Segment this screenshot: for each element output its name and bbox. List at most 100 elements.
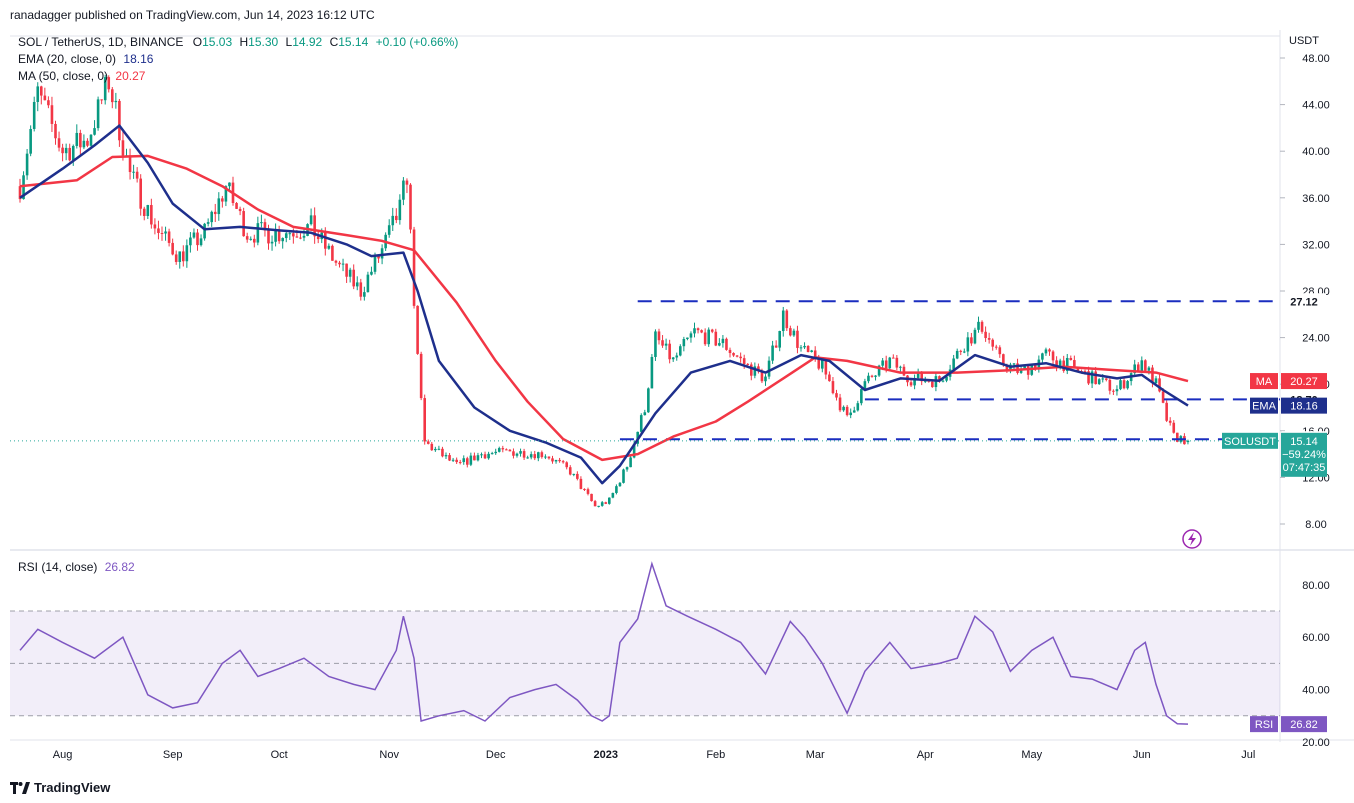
time-tick-label: Jul [1241,749,1255,761]
candle [1055,356,1058,372]
candle [501,445,505,453]
candlestick-series [18,74,1190,508]
candle [260,214,263,228]
candle [852,406,856,413]
candle [654,329,657,361]
candle [96,96,100,131]
time-tick-label: Oct [271,749,288,761]
candle [203,222,206,241]
candle [192,228,196,239]
ema-legend-value: 18.16 [123,52,154,66]
lightning-icon[interactable] [1182,529,1202,549]
candle [984,326,987,342]
time-tick-label: Jun [1133,749,1151,761]
candle [455,457,458,464]
candle [284,230,288,243]
symbol-title[interactable]: SOL / TetherUS, 1D, BINANCE [18,35,184,49]
candle [221,195,224,208]
candle [789,325,792,337]
candle [497,446,501,453]
candle [774,340,778,348]
candle [25,148,29,180]
price-badge-change: −59.24% [1282,449,1326,461]
candle [160,226,164,241]
candle [725,337,728,351]
ema-badge[interactable]: EMA 18.16 [1250,397,1327,414]
currency-label: USDT [1289,35,1319,47]
candle [870,374,874,378]
candle [1048,348,1051,356]
candle [355,276,359,291]
time-tick-label: Mar [806,749,825,761]
candle [1041,352,1044,363]
candle [586,487,590,496]
rsi-legend[interactable]: RSI (14, close) 26.82 [18,560,135,574]
candle [966,332,970,357]
rsi-tick-label: 40.00 [1302,685,1330,697]
candle [68,143,71,162]
candle [721,335,725,348]
candle [327,243,331,250]
candle [625,466,629,472]
candle [842,405,845,412]
candle [955,348,959,360]
candle [537,451,540,462]
candle [970,332,973,346]
candle [132,164,135,179]
candle [611,492,615,499]
moving-average-lines [10,124,1280,485]
candle [316,230,320,244]
candle [64,143,68,161]
candle [89,134,93,148]
tradingview-footer[interactable]: TradingView [10,780,110,795]
candle [313,207,316,244]
candle [682,336,686,352]
price-tick-label: 32.00 [1302,239,1330,251]
candle [980,320,984,334]
candle [959,349,963,356]
candle [199,234,203,247]
candle [253,234,256,248]
candle [249,236,253,241]
candle [895,355,899,371]
candle [515,452,519,458]
rsi-tick-label: 80.00 [1302,580,1330,592]
price-tick-label: 36.00 [1302,193,1330,205]
candle [1144,359,1147,372]
candle [338,260,341,268]
candle [444,452,448,459]
candle [856,400,860,412]
candle [874,375,877,381]
ema-legend[interactable]: EMA (20, close, 0) 18.16 [18,52,153,66]
ma-legend-value: 20.27 [115,69,146,83]
candle [529,451,533,460]
candle [483,451,487,460]
candle [657,328,661,345]
candle [1062,355,1065,373]
price-tick-label: 48.00 [1302,53,1330,65]
candle [615,484,618,495]
price-tick-label: 40.00 [1302,146,1330,158]
candle [661,335,664,348]
ma-legend[interactable]: MA (50, close, 0) 20.27 [18,69,145,83]
candle [675,352,679,361]
candle [1026,365,1030,380]
candle [629,454,632,468]
candle [40,85,43,105]
candle [718,338,721,347]
price-badge[interactable]: SOLUSDT 15.14−59.24%07:47:35 [1222,432,1327,477]
rsi-badge[interactable]: RSI 26.82 [1250,716,1327,733]
ma-badge-value: 20.27 [1290,376,1318,388]
candle [1090,368,1094,389]
open-value: 15.03 [202,35,233,49]
candle [799,344,803,352]
candle [100,99,103,105]
candle [739,352,742,363]
candle [93,120,96,136]
high-value: 15.30 [248,35,279,49]
time-tick-label: Dec [486,749,506,761]
candle [412,226,416,309]
ma-badge[interactable]: MA 20.27 [1250,373,1327,390]
time-axis: Aug Sep Oct Nov Dec 2023 Feb Mar Apr May Jun Jul [53,749,1256,761]
candle [732,352,735,357]
